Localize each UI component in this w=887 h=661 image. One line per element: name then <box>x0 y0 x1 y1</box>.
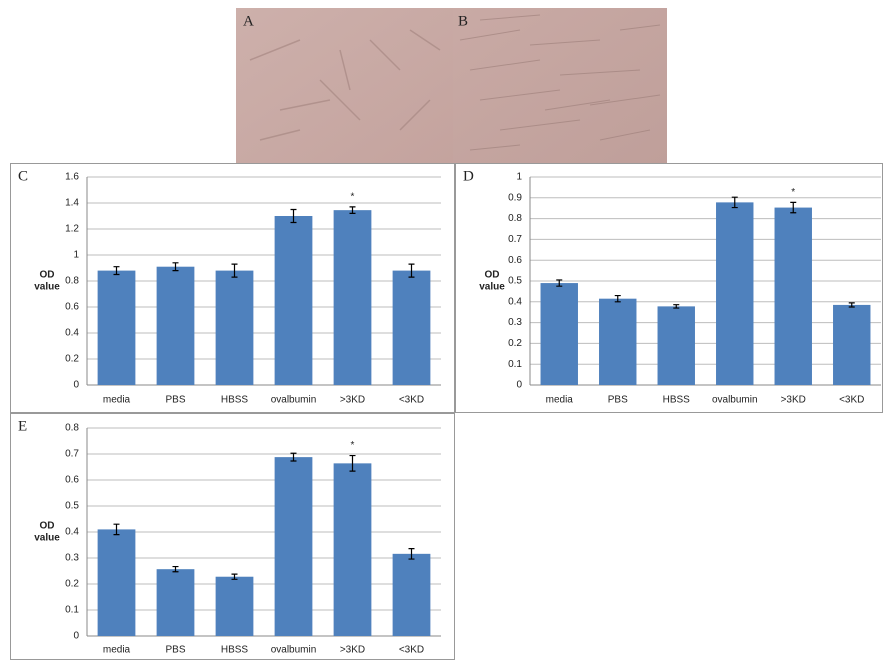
x-tick-label: media <box>103 395 131 406</box>
bar <box>216 577 254 636</box>
y-tick-label: 0.2 <box>508 338 522 349</box>
figure: A B CODvalue00.20.40.60.811.21.41.6media… <box>0 0 887 661</box>
x-tick-label: >3KD <box>340 645 365 656</box>
panel-label: D <box>463 168 474 184</box>
y-tick-label: 0.7 <box>65 449 79 460</box>
significance-mark: * <box>791 187 795 198</box>
panel-label: C <box>18 168 28 184</box>
significance-mark: * <box>351 440 355 451</box>
y-tick-label: 0.6 <box>65 475 79 486</box>
y-tick-label: 0.8 <box>508 213 522 224</box>
x-tick-label: >3KD <box>340 395 365 406</box>
bar <box>157 267 195 385</box>
x-tick-label: PBS <box>165 645 185 656</box>
x-tick-label: HBSS <box>221 645 249 656</box>
y-tick-label: 0.4 <box>65 527 79 538</box>
y-tick-label: 0.2 <box>65 354 79 365</box>
x-tick-label: media <box>103 645 131 656</box>
y-tick-label: 0 <box>516 380 522 391</box>
x-tick-label: <3KD <box>399 395 424 406</box>
y-tick-label: 0.8 <box>65 423 79 434</box>
panel-label: E <box>18 418 27 434</box>
bar <box>541 283 578 385</box>
bar <box>216 271 254 385</box>
y-axis-label: value <box>34 533 60 544</box>
y-tick-label: 0.1 <box>65 605 79 616</box>
bar <box>275 457 313 636</box>
bar <box>157 569 195 636</box>
y-tick-label: 0.7 <box>508 234 522 245</box>
bar <box>393 554 431 636</box>
y-tick-label: 0.1 <box>508 359 522 370</box>
y-tick-label: 1.6 <box>65 172 79 183</box>
x-tick-label: PBS <box>165 395 185 406</box>
bar <box>658 306 695 385</box>
y-tick-label: 0.2 <box>65 579 79 590</box>
x-tick-label: >3KD <box>781 395 806 406</box>
x-tick-label: ovalbumin <box>712 395 758 406</box>
y-tick-label: 0.3 <box>65 553 79 564</box>
bar <box>98 271 136 385</box>
y-tick-label: 0.9 <box>508 192 522 203</box>
bar <box>393 271 431 385</box>
x-tick-label: PBS <box>608 395 628 406</box>
y-tick-label: 0.5 <box>65 501 79 512</box>
panel-label: B <box>458 13 468 29</box>
bar <box>775 208 812 385</box>
y-axis-label: value <box>34 282 60 293</box>
y-axis-label: OD <box>40 521 55 532</box>
bar <box>98 529 136 636</box>
bar <box>833 305 870 385</box>
y-tick-label: 1 <box>516 172 522 183</box>
y-axis-label: OD <box>485 270 500 281</box>
significance-mark: * <box>351 192 355 203</box>
y-tick-label: 0.3 <box>508 317 522 328</box>
y-tick-label: 0.4 <box>65 328 79 339</box>
y-axis-label: OD <box>40 270 55 281</box>
y-tick-label: 1.2 <box>65 224 79 235</box>
x-tick-label: media <box>546 395 574 406</box>
x-tick-label: <3KD <box>399 645 424 656</box>
panel-label: A <box>243 13 254 29</box>
x-tick-label: HBSS <box>221 395 249 406</box>
y-tick-label: 0.6 <box>508 255 522 266</box>
x-tick-label: <3KD <box>839 395 864 406</box>
x-tick-label: ovalbumin <box>271 395 317 406</box>
bar <box>275 216 313 385</box>
y-tick-label: 0 <box>73 631 79 642</box>
y-tick-label: 1.4 <box>65 198 79 209</box>
y-axis-label: value <box>479 282 505 293</box>
x-tick-label: HBSS <box>663 395 691 406</box>
micrograph-a <box>236 8 453 163</box>
bar <box>599 299 636 385</box>
micrograph-b <box>453 8 667 163</box>
y-tick-label: 1 <box>73 250 79 261</box>
y-tick-label: 0.5 <box>508 276 522 287</box>
bar <box>716 202 753 385</box>
x-tick-label: ovalbumin <box>271 645 317 656</box>
bar <box>334 463 372 636</box>
y-tick-label: 0.6 <box>65 302 79 313</box>
y-tick-label: 0 <box>73 380 79 391</box>
y-tick-label: 0.8 <box>65 276 79 287</box>
y-tick-label: 0.4 <box>508 296 522 307</box>
bar <box>334 210 372 385</box>
